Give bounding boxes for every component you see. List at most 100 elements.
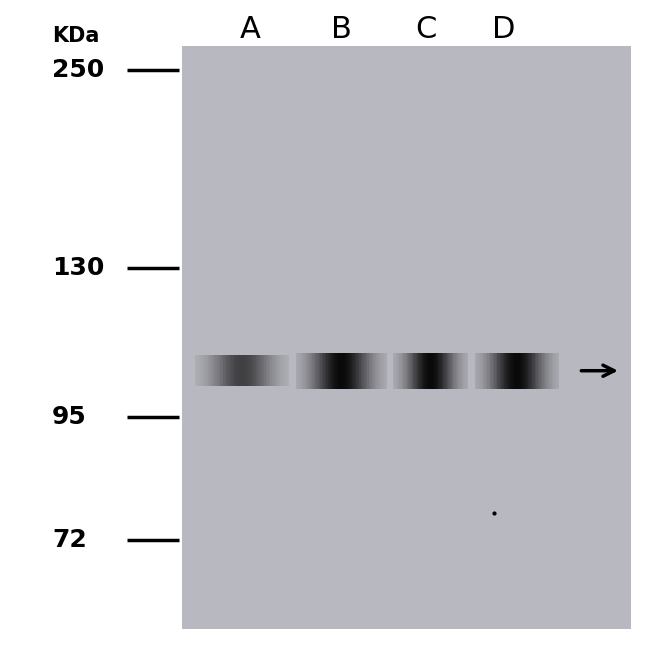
Bar [517, 352, 518, 389]
Bar [267, 355, 269, 386]
Bar [507, 352, 508, 389]
Bar [297, 352, 299, 389]
Bar [410, 352, 411, 389]
Bar [311, 352, 313, 389]
Bar [258, 355, 259, 386]
Bar [309, 352, 311, 389]
Bar [272, 355, 274, 386]
Bar [423, 352, 424, 389]
Bar [229, 355, 231, 386]
Bar [438, 352, 439, 389]
Bar [436, 352, 437, 389]
Bar [422, 352, 423, 389]
Bar [552, 352, 553, 389]
Bar [359, 352, 361, 389]
Bar [300, 352, 302, 389]
Bar [356, 352, 358, 389]
Bar [207, 355, 209, 386]
Bar [361, 352, 363, 389]
Bar [453, 352, 454, 389]
Bar [439, 352, 441, 389]
Bar [240, 355, 242, 386]
Bar [412, 352, 413, 389]
Bar [198, 355, 200, 386]
Bar [489, 352, 490, 389]
Bar [346, 352, 347, 389]
Bar [337, 352, 338, 389]
Bar [484, 352, 486, 389]
Bar [374, 352, 376, 389]
Bar [413, 352, 415, 389]
Bar [352, 352, 354, 389]
Bar [305, 352, 306, 389]
Bar [408, 352, 410, 389]
Bar [452, 352, 453, 389]
Bar [515, 352, 517, 389]
Bar [526, 352, 528, 389]
Bar [244, 355, 245, 386]
Bar [511, 352, 512, 389]
Bar [280, 355, 281, 386]
Bar [536, 352, 538, 389]
Bar [462, 352, 463, 389]
Bar [322, 352, 323, 389]
Bar [324, 352, 326, 389]
Bar [465, 352, 467, 389]
Bar [283, 355, 285, 386]
Bar [396, 352, 397, 389]
Bar [426, 352, 427, 389]
Bar [519, 352, 521, 389]
Bar [541, 352, 542, 389]
Bar [525, 352, 526, 389]
Bar [278, 355, 280, 386]
Bar [432, 352, 433, 389]
Bar [231, 355, 233, 386]
Bar [554, 352, 556, 389]
Bar [274, 355, 275, 386]
Text: KDa: KDa [52, 26, 99, 46]
Bar [250, 355, 252, 386]
Text: A: A [240, 15, 261, 44]
Bar [529, 352, 531, 389]
Bar [457, 352, 458, 389]
Bar [430, 352, 432, 389]
Bar [382, 352, 384, 389]
Bar [512, 352, 514, 389]
Text: 95: 95 [52, 405, 86, 429]
Bar [206, 355, 207, 386]
Bar [355, 352, 356, 389]
Text: C: C [415, 15, 436, 44]
Bar [263, 355, 264, 386]
Bar [553, 352, 554, 389]
Bar [480, 352, 482, 389]
Bar [270, 355, 272, 386]
Bar [421, 352, 422, 389]
Bar [483, 352, 484, 389]
Bar [418, 352, 419, 389]
Bar [217, 355, 218, 386]
Bar [404, 352, 406, 389]
Bar [403, 352, 404, 389]
Bar [381, 352, 382, 389]
Bar [228, 355, 229, 386]
Bar [224, 355, 225, 386]
Bar [236, 355, 237, 386]
Bar [448, 352, 449, 389]
Bar [214, 355, 215, 386]
Text: 130: 130 [52, 256, 105, 280]
Bar [269, 355, 270, 386]
Bar [333, 352, 335, 389]
Bar [521, 352, 523, 389]
Bar [543, 352, 545, 389]
Bar [494, 352, 495, 389]
Bar [313, 352, 314, 389]
Bar [202, 355, 203, 386]
Bar [245, 355, 247, 386]
Bar [535, 352, 536, 389]
Bar [532, 352, 534, 389]
Bar [373, 352, 374, 389]
Bar [343, 352, 344, 389]
Bar [415, 352, 416, 389]
Bar [508, 352, 510, 389]
Bar [558, 352, 559, 389]
